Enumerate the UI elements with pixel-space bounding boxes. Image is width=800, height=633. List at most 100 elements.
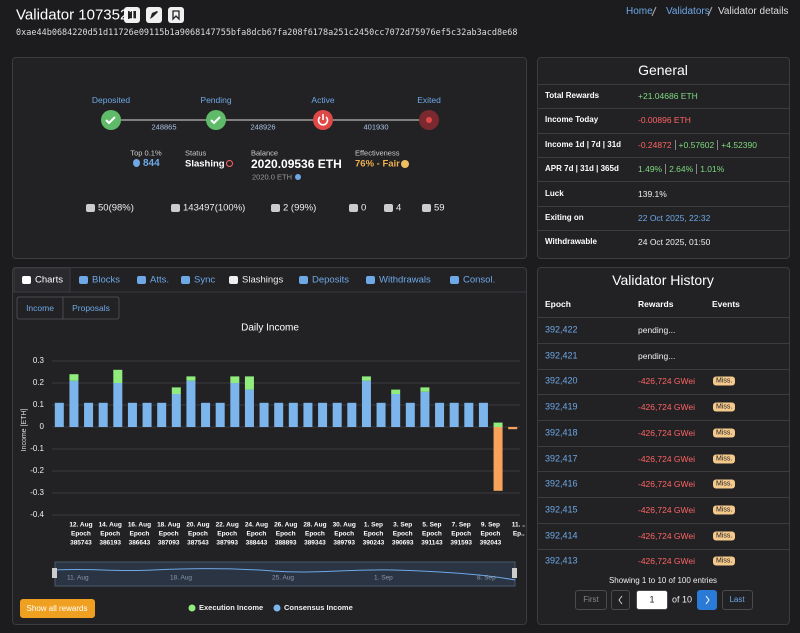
page-count: of 10 [672, 596, 692, 605]
x-tick-label: 390243 [363, 540, 385, 547]
epoch-link[interactable]: 392,421 [545, 351, 578, 360]
bar [377, 403, 386, 427]
prev-button[interactable] [611, 590, 630, 610]
x-tick-label: 1. Sep [364, 522, 383, 529]
tab[interactable]: Withdrawals [379, 275, 431, 285]
row-value: 1.01% [700, 165, 724, 174]
first-label[interactable]: First [583, 596, 599, 604]
x-tick-label: 389793 [333, 540, 355, 547]
tab-icon [450, 276, 459, 284]
row-label: Luck [545, 190, 564, 198]
counter: 2 (99%) [283, 203, 316, 213]
x-tick-label: Epoch [100, 531, 120, 538]
counter-icon [86, 204, 95, 212]
navigator-label: 18. Aug [170, 575, 192, 582]
row-divider [538, 317, 789, 318]
x-tick-label: Ep... [513, 531, 525, 538]
event-badge: Miss. [713, 531, 735, 540]
epoch-link[interactable]: 392,418 [545, 428, 578, 437]
bar [333, 403, 342, 427]
stage-epoch: 401930 [363, 123, 388, 131]
row-divider [538, 420, 789, 421]
value-separator [665, 164, 666, 174]
stat-label: Effectiveness [355, 149, 399, 157]
tab[interactable]: Slashings [242, 275, 283, 285]
tab[interactable]: Sync [194, 275, 215, 285]
row-divider [538, 471, 789, 472]
value-separator [696, 164, 697, 174]
bar [55, 403, 64, 427]
bar [230, 376, 239, 383]
breadcrumb-item[interactable]: Home [626, 7, 653, 17]
epoch-link[interactable]: 392,415 [545, 505, 578, 514]
x-tick-label: 30. Aug [333, 522, 356, 529]
page-number: 1 [649, 596, 654, 605]
row-divider [538, 181, 789, 182]
tab-icon [79, 276, 88, 284]
event-badge: Miss. [713, 480, 735, 489]
legend-marker [274, 605, 281, 612]
x-tick-label: Epoch [451, 531, 471, 538]
tab-icon [137, 276, 146, 284]
bar [494, 423, 503, 427]
bar [289, 403, 298, 427]
epoch-link[interactable]: 392,416 [545, 480, 578, 489]
bar [245, 376, 254, 389]
x-tick-label: Epoch [364, 531, 384, 538]
chart-title: Daily Income [241, 323, 299, 334]
next-button[interactable] [697, 590, 717, 610]
epoch-link[interactable]: 392,413 [545, 557, 578, 566]
y-tick-label: -0.4 [30, 510, 44, 519]
epoch-link[interactable]: 392,420 [545, 377, 578, 386]
reward: -426,724 GWei [638, 531, 695, 540]
x-tick-label: 387993 [216, 540, 238, 547]
row-value: -0.24872 [638, 141, 672, 150]
subtab[interactable]: Income [26, 304, 54, 313]
bookmark-button[interactable] [168, 7, 184, 23]
y-tick-label: 0.3 [33, 356, 45, 365]
medal-icon [133, 159, 140, 167]
x-tick-label: Epoch [159, 531, 179, 538]
tab[interactable]: Consol. [463, 275, 495, 285]
x-tick-label: Epoch [247, 531, 267, 538]
x-tick-label: Epoch [217, 531, 237, 538]
counter-icon [422, 204, 431, 212]
epoch-link[interactable]: 392,422 [545, 326, 578, 335]
table-info: Showing 1 to 10 of 100 entries [609, 577, 717, 585]
row-divider [538, 446, 789, 447]
tab[interactable]: Deposits [312, 275, 349, 285]
epoch-link[interactable]: 392,414 [545, 531, 578, 540]
event-badge: Miss. [713, 428, 735, 437]
button-label[interactable]: Show all rewards [27, 605, 88, 613]
x-tick-label: 392043 [480, 540, 502, 547]
row-divider [538, 523, 789, 524]
counter: 4 [396, 203, 401, 213]
stat-sub: 2020.0 ETH [252, 173, 292, 181]
tab[interactable]: Blocks [92, 275, 120, 285]
row-label: APR 7d | 31d | 365d [545, 165, 619, 173]
bar [113, 383, 122, 427]
bar [99, 403, 108, 427]
epoch-link[interactable]: 392,419 [545, 403, 578, 412]
x-tick-label: 390693 [392, 540, 414, 547]
tab[interactable]: Charts [35, 275, 63, 285]
row-divider [538, 549, 789, 550]
power-icon [226, 160, 233, 167]
tab-icon [299, 276, 308, 284]
bar [186, 376, 195, 380]
legend-label: Execution Income [199, 603, 263, 612]
navigator-handle [52, 568, 57, 578]
stage-label: Pending [200, 96, 231, 105]
navigator-label: 11. Aug [67, 575, 89, 582]
row-label: Withdrawable [545, 238, 597, 246]
counter-icon [384, 204, 393, 212]
breadcrumb-item[interactable]: Validators [666, 7, 710, 17]
column-header: Epoch [545, 300, 571, 309]
event-badge: Miss. [713, 377, 735, 386]
epoch-link[interactable]: 392,417 [545, 454, 578, 463]
subtab[interactable]: Proposals [72, 304, 110, 313]
last-label[interactable]: Last [729, 596, 744, 604]
bar [406, 403, 415, 427]
tab[interactable]: Atts. [150, 275, 169, 285]
stat-label: Status [185, 149, 206, 157]
